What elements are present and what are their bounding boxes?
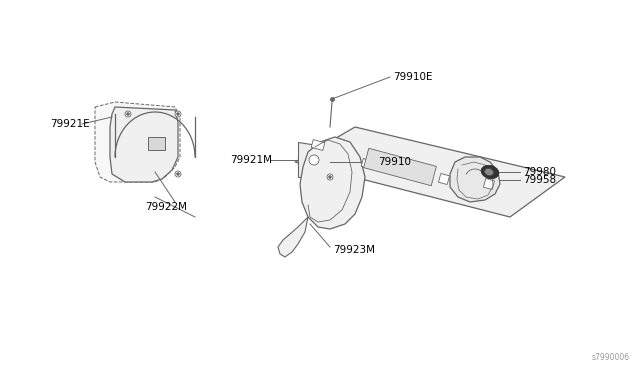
Text: 79921M: 79921M [230,155,272,165]
Ellipse shape [484,169,493,176]
Text: 79923M: 79923M [333,245,375,255]
Polygon shape [110,107,178,182]
Text: s7990006: s7990006 [592,353,630,362]
Polygon shape [450,157,500,202]
Ellipse shape [481,165,499,179]
Polygon shape [278,217,308,257]
Polygon shape [311,140,325,150]
Circle shape [309,155,319,165]
Polygon shape [95,102,180,182]
Polygon shape [361,158,375,169]
Circle shape [177,112,179,115]
Polygon shape [298,142,330,177]
Text: 79958: 79958 [523,175,556,185]
Circle shape [175,111,181,117]
Polygon shape [295,127,565,217]
Text: 79980: 79980 [523,167,556,177]
Circle shape [177,173,179,176]
Circle shape [127,112,129,115]
Polygon shape [364,148,436,186]
Circle shape [328,176,332,179]
Polygon shape [148,137,165,150]
Circle shape [125,111,131,117]
Text: 79910: 79910 [378,157,411,167]
Polygon shape [483,179,495,189]
Circle shape [175,171,181,177]
Text: 79910E: 79910E [393,72,433,82]
Text: 79921E: 79921E [50,119,90,129]
Text: 79922M: 79922M [145,202,187,212]
Polygon shape [300,137,365,229]
Polygon shape [438,173,449,185]
Circle shape [327,174,333,180]
